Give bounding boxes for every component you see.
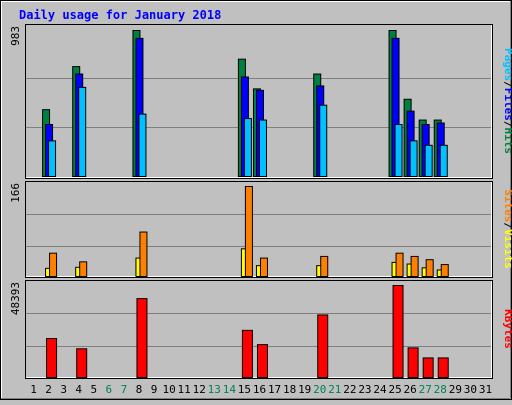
day-label-19: 19 bbox=[298, 383, 311, 396]
legend-item-hits-2: Files bbox=[502, 88, 512, 121]
bar-kbytes-kbytes-day-16 bbox=[256, 344, 268, 378]
bar-hits-pages-day-2 bbox=[48, 140, 57, 177]
chart-title: Daily usage for January 2018 bbox=[19, 8, 221, 22]
day-label-9: 9 bbox=[151, 383, 158, 396]
bar-visits-sites-day-2 bbox=[49, 252, 58, 278]
day-label-18: 18 bbox=[283, 383, 296, 396]
day-label-31: 31 bbox=[479, 383, 492, 396]
day-label-15: 15 bbox=[238, 383, 251, 396]
bar-visits-sites-day-26 bbox=[410, 255, 419, 277]
day-label-25: 25 bbox=[388, 383, 401, 396]
day-label-1: 1 bbox=[30, 383, 37, 396]
max-label-kbytes: 48393 bbox=[9, 282, 22, 315]
bar-hits-pages-day-28 bbox=[439, 144, 448, 178]
day-label-7: 7 bbox=[121, 383, 128, 396]
legend-item-visits-0: Sites bbox=[502, 189, 512, 222]
day-label-13: 13 bbox=[208, 383, 221, 396]
day-label-12: 12 bbox=[193, 383, 206, 396]
legend-item-hits-1: / bbox=[502, 81, 512, 88]
day-label-21: 21 bbox=[328, 383, 341, 396]
panel-box-visits bbox=[25, 181, 493, 278]
day-label-24: 24 bbox=[373, 383, 387, 396]
day-label-28: 28 bbox=[434, 383, 447, 396]
legend-item-visits-1: / bbox=[502, 222, 512, 229]
day-label-20: 20 bbox=[313, 383, 326, 396]
bar-visits-sites-day-20 bbox=[320, 255, 329, 277]
bar-kbytes-kbytes-day-15 bbox=[241, 329, 253, 379]
bar-visits-sites-day-15 bbox=[244, 186, 253, 277]
bar-hits-pages-day-4 bbox=[78, 86, 87, 177]
day-label-10: 10 bbox=[162, 383, 175, 396]
bar-kbytes-kbytes-day-2 bbox=[46, 338, 58, 379]
bar-hits-pages-day-15 bbox=[243, 118, 252, 177]
bar-hits-pages-day-8 bbox=[138, 113, 147, 177]
day-label-5: 5 bbox=[90, 383, 97, 396]
day-label-11: 11 bbox=[178, 383, 191, 396]
day-label-4: 4 bbox=[75, 383, 82, 396]
day-label-30: 30 bbox=[464, 383, 477, 396]
legend-item-hits-0: Pages bbox=[502, 48, 512, 81]
bar-kbytes-kbytes-day-20 bbox=[317, 314, 329, 378]
bar-kbytes-kbytes-day-27 bbox=[422, 357, 434, 379]
bar-hits-pages-day-26 bbox=[409, 140, 418, 177]
bar-visits-sites-day-16 bbox=[259, 257, 268, 277]
bar-hits-pages-day-16 bbox=[258, 119, 267, 178]
legend-item-kbytes-0: KBytes bbox=[502, 309, 512, 349]
bar-hits-pages-day-20 bbox=[319, 104, 328, 177]
bar-kbytes-kbytes-day-8 bbox=[136, 298, 148, 378]
legend-hits: Pages/Files/Hits bbox=[502, 48, 512, 154]
day-label-16: 16 bbox=[253, 383, 266, 396]
day-label-17: 17 bbox=[268, 383, 281, 396]
legend-item-hits-3: / bbox=[502, 121, 512, 128]
day-label-14: 14 bbox=[223, 383, 237, 396]
day-label-29: 29 bbox=[449, 383, 462, 396]
bar-visits-sites-day-4 bbox=[79, 261, 88, 278]
day-label-23: 23 bbox=[358, 383, 371, 396]
max-label-hits: 983 bbox=[9, 26, 22, 46]
bar-kbytes-kbytes-day-28 bbox=[437, 357, 449, 379]
legend-item-hits-4: Hits bbox=[502, 128, 512, 155]
bar-visits-sites-day-25 bbox=[395, 252, 404, 278]
day-label-6: 6 bbox=[106, 383, 113, 396]
bar-hits-pages-day-27 bbox=[424, 144, 433, 178]
legend-visits: Sites/Visits bbox=[502, 189, 512, 269]
bar-kbytes-kbytes-day-4 bbox=[76, 348, 88, 378]
bar-kbytes-kbytes-day-26 bbox=[407, 347, 419, 378]
bar-visits-sites-day-28 bbox=[440, 264, 449, 278]
day-label-2: 2 bbox=[45, 383, 52, 396]
bar-kbytes-kbytes-day-25 bbox=[392, 285, 404, 378]
bar-visits-sites-day-8 bbox=[139, 231, 148, 278]
day-label-3: 3 bbox=[60, 383, 67, 396]
max-label-visits: 166 bbox=[9, 183, 22, 203]
bar-visits-sites-day-27 bbox=[425, 259, 434, 278]
day-label-22: 22 bbox=[343, 383, 356, 396]
legend-item-visits-2: Visits bbox=[502, 229, 512, 269]
day-label-26: 26 bbox=[404, 383, 417, 396]
day-label-27: 27 bbox=[419, 383, 432, 396]
legend-kbytes: KBytes bbox=[502, 309, 512, 349]
day-label-8: 8 bbox=[136, 383, 143, 396]
bar-hits-pages-day-25 bbox=[394, 124, 403, 177]
